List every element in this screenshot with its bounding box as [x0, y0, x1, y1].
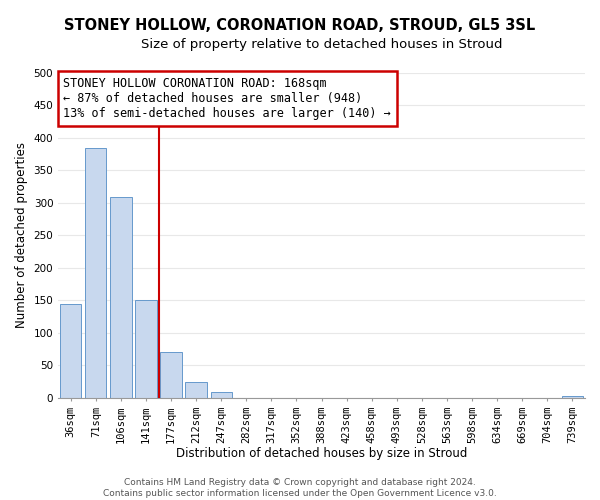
Bar [562, 396, 583, 398]
Bar [60, 304, 82, 398]
Y-axis label: Number of detached properties: Number of detached properties [15, 142, 28, 328]
Bar [160, 352, 182, 398]
Title: Size of property relative to detached houses in Stroud: Size of property relative to detached ho… [141, 38, 502, 51]
Bar [85, 148, 106, 398]
Bar [211, 392, 232, 398]
Bar [185, 382, 207, 398]
Text: STONEY HOLLOW, CORONATION ROAD, STROUD, GL5 3SL: STONEY HOLLOW, CORONATION ROAD, STROUD, … [64, 18, 536, 32]
Text: Contains HM Land Registry data © Crown copyright and database right 2024.
Contai: Contains HM Land Registry data © Crown c… [103, 478, 497, 498]
Text: STONEY HOLLOW CORONATION ROAD: 168sqm
← 87% of detached houses are smaller (948): STONEY HOLLOW CORONATION ROAD: 168sqm ← … [64, 78, 391, 120]
Bar [110, 198, 131, 398]
X-axis label: Distribution of detached houses by size in Stroud: Distribution of detached houses by size … [176, 447, 467, 460]
Bar [136, 300, 157, 398]
